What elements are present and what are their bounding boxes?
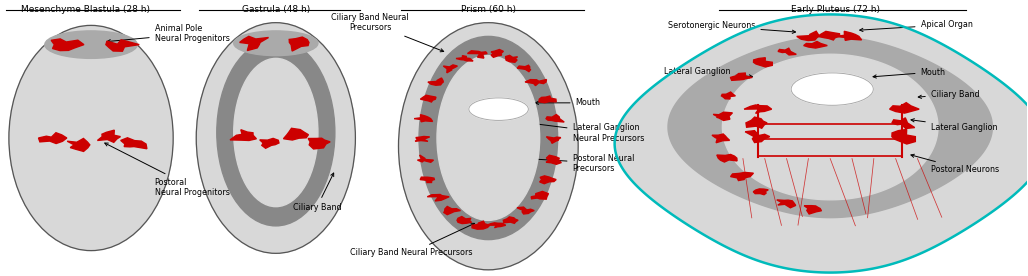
Polygon shape — [540, 176, 556, 184]
Polygon shape — [754, 58, 772, 67]
Polygon shape — [420, 177, 435, 182]
Polygon shape — [415, 136, 430, 141]
Polygon shape — [67, 139, 89, 152]
Text: Mesenchyme Blastula (28 h): Mesenchyme Blastula (28 h) — [22, 5, 150, 14]
Polygon shape — [713, 112, 732, 120]
Text: Serotonergic Neurons: Serotonergic Neurons — [668, 22, 796, 33]
Text: Ciliary Band Neural
Precursors: Ciliary Band Neural Precursors — [331, 13, 444, 52]
Polygon shape — [289, 37, 309, 51]
Polygon shape — [723, 54, 938, 200]
Polygon shape — [731, 172, 754, 181]
Text: Postoral Neural
Precursors: Postoral Neural Precursors — [508, 153, 634, 173]
Polygon shape — [778, 48, 797, 55]
Polygon shape — [38, 133, 67, 144]
Polygon shape — [804, 206, 821, 214]
Polygon shape — [491, 49, 504, 57]
Polygon shape — [744, 105, 772, 113]
Polygon shape — [230, 130, 256, 140]
Text: Mouth: Mouth — [873, 68, 946, 78]
Text: Lateral Ganglion
Neural Precursors: Lateral Ganglion Neural Precursors — [521, 121, 644, 143]
Ellipse shape — [9, 25, 173, 251]
Ellipse shape — [45, 31, 137, 58]
Text: Mouth: Mouth — [536, 98, 600, 107]
Ellipse shape — [419, 36, 557, 240]
Text: Ciliary Band Neural Precursors: Ciliary Band Neural Precursors — [351, 223, 475, 257]
Polygon shape — [120, 138, 147, 149]
Polygon shape — [546, 137, 561, 143]
Polygon shape — [525, 79, 547, 86]
Ellipse shape — [469, 98, 528, 120]
Polygon shape — [531, 192, 548, 199]
Polygon shape — [668, 36, 992, 218]
Polygon shape — [486, 223, 506, 228]
Polygon shape — [308, 138, 330, 149]
Polygon shape — [889, 103, 919, 113]
Ellipse shape — [399, 23, 578, 270]
Polygon shape — [468, 51, 487, 58]
Polygon shape — [106, 40, 139, 51]
Polygon shape — [98, 130, 120, 142]
Ellipse shape — [217, 39, 335, 226]
Polygon shape — [457, 217, 472, 224]
Polygon shape — [506, 55, 518, 62]
Text: Prism (60 h): Prism (60 h) — [461, 5, 516, 14]
Polygon shape — [797, 31, 818, 41]
Polygon shape — [722, 92, 735, 99]
Polygon shape — [420, 95, 436, 102]
Text: Apical Organ: Apical Organ — [859, 20, 972, 31]
Polygon shape — [240, 36, 268, 51]
Text: Lateral Ganglion: Lateral Ganglion — [664, 67, 752, 78]
Polygon shape — [745, 131, 770, 142]
Polygon shape — [754, 189, 768, 195]
Polygon shape — [443, 65, 457, 73]
Ellipse shape — [437, 56, 540, 220]
Polygon shape — [472, 221, 489, 229]
Polygon shape — [817, 31, 840, 40]
Polygon shape — [456, 56, 473, 61]
Ellipse shape — [233, 58, 318, 207]
Polygon shape — [892, 118, 915, 129]
Polygon shape — [444, 206, 461, 215]
Polygon shape — [777, 200, 796, 208]
Polygon shape — [284, 128, 308, 140]
Text: Lateral Ganglion: Lateral Ganglion — [911, 119, 997, 132]
Polygon shape — [428, 78, 443, 85]
Ellipse shape — [233, 31, 318, 56]
Text: Early Pluteus (72 h): Early Pluteus (72 h) — [791, 5, 880, 14]
Polygon shape — [546, 155, 561, 164]
Polygon shape — [746, 117, 767, 128]
Polygon shape — [428, 195, 449, 201]
Polygon shape — [615, 14, 1028, 273]
Polygon shape — [717, 155, 737, 162]
Polygon shape — [804, 41, 828, 48]
Polygon shape — [414, 115, 433, 122]
Polygon shape — [51, 39, 84, 51]
Polygon shape — [260, 138, 279, 148]
Polygon shape — [517, 65, 530, 72]
Polygon shape — [712, 134, 730, 143]
Polygon shape — [539, 96, 556, 103]
Text: Animal Pole
Neural Progenitors: Animal Pole Neural Progenitors — [107, 24, 229, 43]
Text: Postoral
Neural Progenitors: Postoral Neural Progenitors — [105, 143, 229, 197]
Polygon shape — [730, 73, 752, 80]
Ellipse shape — [196, 23, 356, 253]
Ellipse shape — [792, 73, 874, 105]
Polygon shape — [892, 129, 915, 144]
Polygon shape — [835, 31, 861, 40]
Text: Ciliary Band: Ciliary Band — [918, 90, 980, 99]
Text: Gastrula (48 h): Gastrula (48 h) — [242, 5, 310, 14]
Polygon shape — [417, 155, 434, 162]
Text: Ciliary Band: Ciliary Band — [293, 173, 341, 212]
Text: Postoral Neurons: Postoral Neurons — [911, 154, 999, 174]
Polygon shape — [546, 115, 564, 122]
Polygon shape — [517, 207, 535, 214]
Polygon shape — [504, 217, 518, 223]
